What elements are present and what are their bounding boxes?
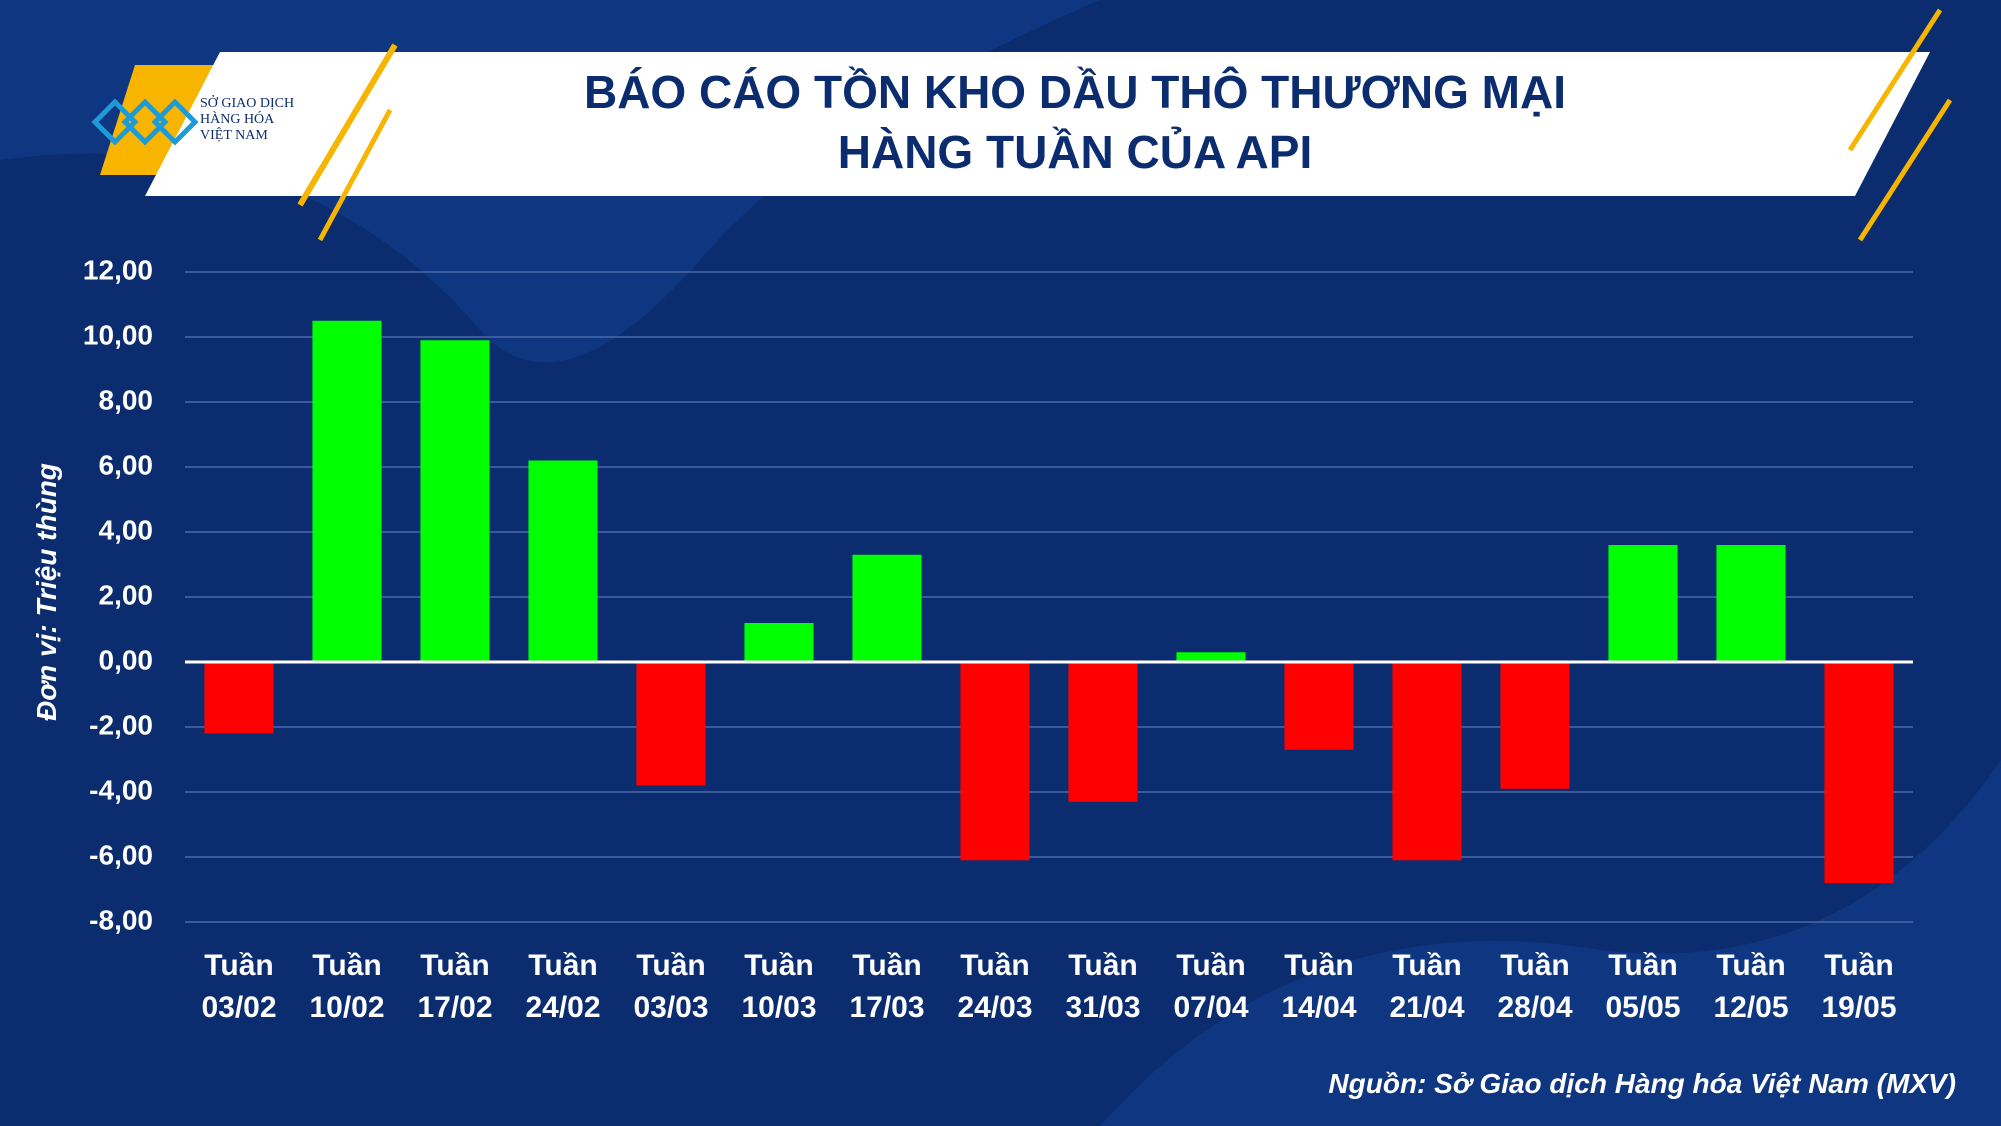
y-tick-label: 10,00 [83, 319, 153, 350]
y-tick-label: 4,00 [99, 514, 154, 545]
bar [1284, 662, 1354, 750]
deco-line [317, 108, 393, 242]
x-tick-label: Tuần 24/02 [525, 949, 601, 1024]
x-tick-label: Tuần 31/03 [1065, 949, 1141, 1024]
x-tick-label: Tuần 12/05 [1713, 949, 1789, 1024]
x-tick-label: Tuần 05/05 [1605, 949, 1681, 1024]
x-tick-label: Tuần 17/02 [417, 949, 493, 1024]
x-tick-label: Tuần 10/02 [309, 949, 385, 1024]
bar [852, 554, 922, 662]
bar [312, 320, 382, 662]
y-tick-label: 12,00 [83, 254, 153, 285]
bar [528, 460, 598, 662]
chart-title: BÁO CÁO TỒN KHO DẦU THÔ THƯƠNG MẠI HÀNG … [583, 66, 1566, 178]
x-tick-label: Tuần 17/03 [849, 949, 925, 1024]
logo-mark [91, 98, 199, 146]
bar [1500, 662, 1570, 789]
deco-line [1847, 8, 1943, 152]
x-tick-label: Tuần 07/04 [1173, 949, 1249, 1024]
bar [1176, 652, 1246, 662]
bar [420, 340, 490, 662]
bg-shape [1100, 760, 2001, 1126]
y-tick-label: 2,00 [99, 579, 154, 610]
logo-text: SỞ GIAO DỊCH HÀNG HÓA VIỆT NAM [200, 96, 295, 143]
bar [636, 662, 706, 786]
y-tick-label: -8,00 [89, 904, 153, 935]
bar [744, 623, 814, 662]
bar [1824, 662, 1894, 883]
bar [960, 662, 1030, 861]
y-tick-label: -6,00 [89, 839, 153, 870]
y-tick-label: -2,00 [89, 709, 153, 740]
y-tick-label: 0,00 [99, 644, 154, 675]
y-tick-label: 8,00 [99, 384, 154, 415]
bar [1608, 545, 1678, 662]
bar [204, 662, 274, 734]
y-tick-label: 6,00 [99, 449, 154, 480]
x-tick-label: Tuần 28/04 [1497, 949, 1573, 1024]
deco-line [297, 43, 398, 207]
x-tick-label: Tuần 03/03 [633, 949, 709, 1024]
deco-line [1857, 98, 1953, 242]
y-axis-label: Đơn vị: Triệu thùng [31, 463, 62, 721]
x-tick-label: Tuần 10/03 [741, 949, 817, 1024]
source-note: Nguồn: Sở Giao dịch Hàng hóa Việt Nam (M… [1328, 1068, 1956, 1099]
y-tick-label: -4,00 [89, 774, 153, 805]
title-banner [145, 52, 1930, 196]
x-tick-label: Tuần 03/02 [201, 949, 277, 1024]
bar [1716, 545, 1786, 662]
x-tick-label: Tuần 24/03 [957, 949, 1033, 1024]
x-tick-label: Tuần 14/04 [1281, 949, 1357, 1024]
x-tick-label: Tuần 21/04 [1389, 949, 1465, 1024]
bar [1068, 662, 1138, 802]
bar [1392, 662, 1462, 861]
x-tick-label: Tuần 19/05 [1821, 949, 1897, 1024]
